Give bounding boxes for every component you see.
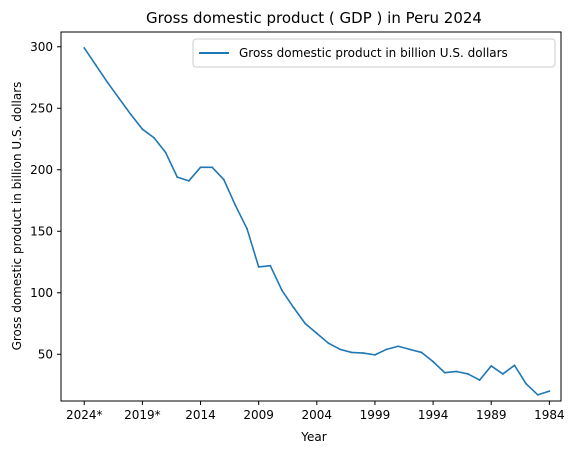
y-tick-label: 150 bbox=[30, 224, 53, 238]
legend-label: Gross domestic product in billion U.S. d… bbox=[239, 46, 508, 60]
data-point bbox=[362, 352, 365, 354]
x-tick-label: 2004 bbox=[302, 408, 333, 422]
x-tick-label: 1989 bbox=[476, 408, 507, 422]
series-layer bbox=[83, 47, 551, 396]
x-axis-ticks: 2024* 2019* 2014 2009 2004 1999 1994 1989 1984 bbox=[66, 401, 565, 422]
data-point bbox=[501, 373, 504, 375]
data-point bbox=[269, 264, 272, 267]
y-tick-label: 50 bbox=[38, 347, 53, 361]
data-point bbox=[455, 370, 458, 373]
legend-box bbox=[192, 38, 556, 68]
data-point bbox=[467, 373, 469, 375]
x-tick-label: 1999 bbox=[360, 408, 391, 422]
data-point bbox=[222, 178, 225, 181]
data-point bbox=[420, 351, 423, 354]
data-point bbox=[408, 348, 411, 351]
data-point bbox=[281, 289, 283, 292]
data-point bbox=[374, 353, 376, 356]
data-point bbox=[199, 166, 202, 169]
legend: Gross domestic product in billion U.S. d… bbox=[192, 38, 556, 68]
data-point bbox=[211, 166, 214, 169]
data-point bbox=[432, 360, 434, 363]
y-axis-ticks: 50 100 150 200 250 300 bbox=[30, 40, 61, 361]
data-point bbox=[118, 97, 121, 100]
chart-title: Gross domestic product ( GDP ) in Peru 2… bbox=[146, 9, 482, 27]
plot-area bbox=[61, 32, 561, 401]
data-point bbox=[164, 151, 167, 154]
data-point bbox=[83, 47, 86, 49]
data-point bbox=[106, 81, 109, 84]
y-tick-label: 200 bbox=[30, 163, 53, 177]
data-point bbox=[129, 113, 132, 116]
x-tick-label: 1984 bbox=[534, 408, 565, 422]
data-point bbox=[443, 371, 446, 374]
data-point bbox=[478, 379, 481, 381]
y-axis-label: Gross domestic product in billion U.S. d… bbox=[10, 82, 24, 351]
data-point bbox=[153, 136, 155, 139]
data-point bbox=[397, 345, 400, 348]
data-point bbox=[513, 364, 516, 367]
data-point bbox=[385, 348, 388, 351]
data-point bbox=[548, 390, 551, 393]
y-tick-label: 250 bbox=[30, 101, 53, 115]
data-point bbox=[257, 266, 260, 268]
x-tick-label: 1994 bbox=[418, 408, 449, 422]
data-point bbox=[315, 332, 318, 335]
x-axis-label: Year bbox=[300, 430, 326, 444]
data-point bbox=[141, 128, 144, 131]
data-point bbox=[490, 365, 493, 367]
data-point bbox=[292, 306, 295, 309]
plot-frame bbox=[60, 31, 562, 402]
data-point bbox=[327, 342, 330, 345]
x-tick-label: 2019* bbox=[124, 408, 161, 422]
x-tick-label: 2014 bbox=[185, 408, 216, 422]
y-tick-label: 100 bbox=[30, 286, 53, 300]
data-point bbox=[525, 382, 528, 385]
data-point bbox=[188, 179, 190, 182]
data-point bbox=[339, 348, 341, 351]
x-tick-label: 2024* bbox=[66, 408, 103, 422]
y-tick-label: 300 bbox=[30, 40, 53, 54]
data-point bbox=[94, 64, 97, 67]
data-point bbox=[176, 176, 179, 179]
data-point bbox=[234, 204, 237, 207]
data-point bbox=[536, 393, 539, 396]
x-tick-label: 2009 bbox=[243, 408, 274, 422]
data-point bbox=[304, 322, 307, 325]
data-point bbox=[350, 351, 353, 354]
data-point bbox=[246, 227, 248, 230]
